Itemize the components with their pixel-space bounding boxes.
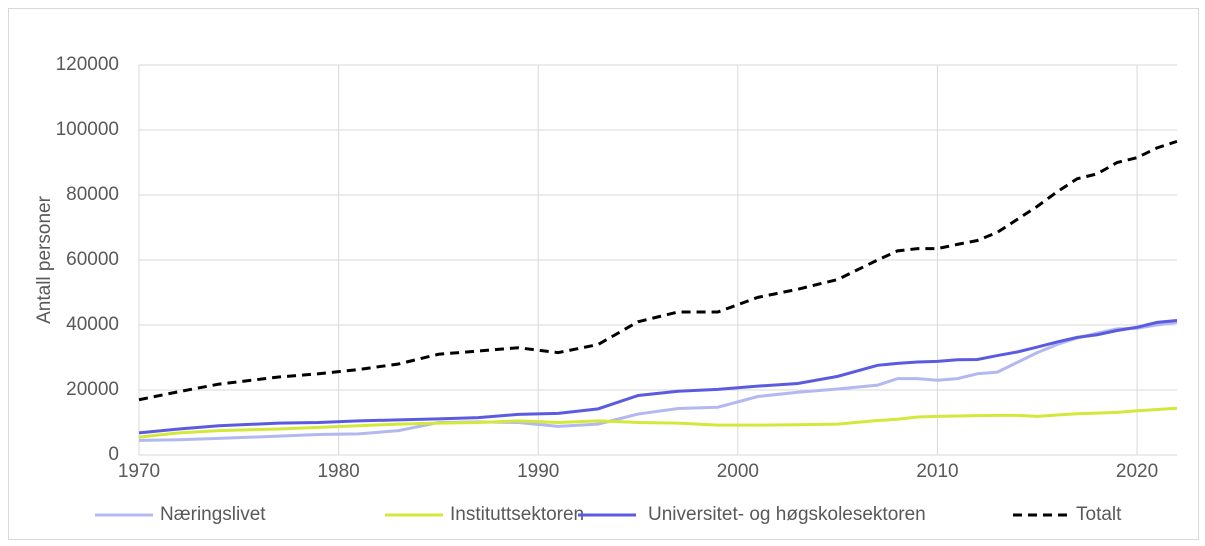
x-tick-label: 1970 (118, 461, 160, 482)
y-tick-label: 0 (108, 444, 119, 465)
y-tick-label: 80000 (66, 184, 119, 205)
y-tick-label: 120000 (56, 54, 119, 75)
chart-frame (8, 8, 1199, 540)
x-tick-label: 2000 (717, 461, 759, 482)
y-tick-label: 100000 (56, 119, 119, 140)
y-tick-label: 60000 (66, 249, 119, 270)
y-axis-label: Antall personer (34, 195, 55, 323)
series-line (138, 320, 1178, 442)
legend-label: Totalt (1076, 504, 1122, 525)
legend-label: Næringslivet (160, 504, 266, 525)
series-line (138, 139, 1178, 402)
x-tick-label: 2010 (916, 461, 958, 482)
series-line (138, 406, 1178, 439)
x-tick-label: 1990 (517, 461, 559, 482)
x-tick-label: 1980 (317, 461, 359, 482)
legend-label: Instituttsektoren (450, 504, 584, 525)
x-tick-label: 2020 (1116, 461, 1158, 482)
y-tick-label: 40000 (66, 314, 119, 335)
series-line (138, 318, 1178, 435)
y-tick-label: 20000 (66, 379, 119, 400)
legend-label: Universitet- og høgskolesektoren (648, 504, 926, 525)
